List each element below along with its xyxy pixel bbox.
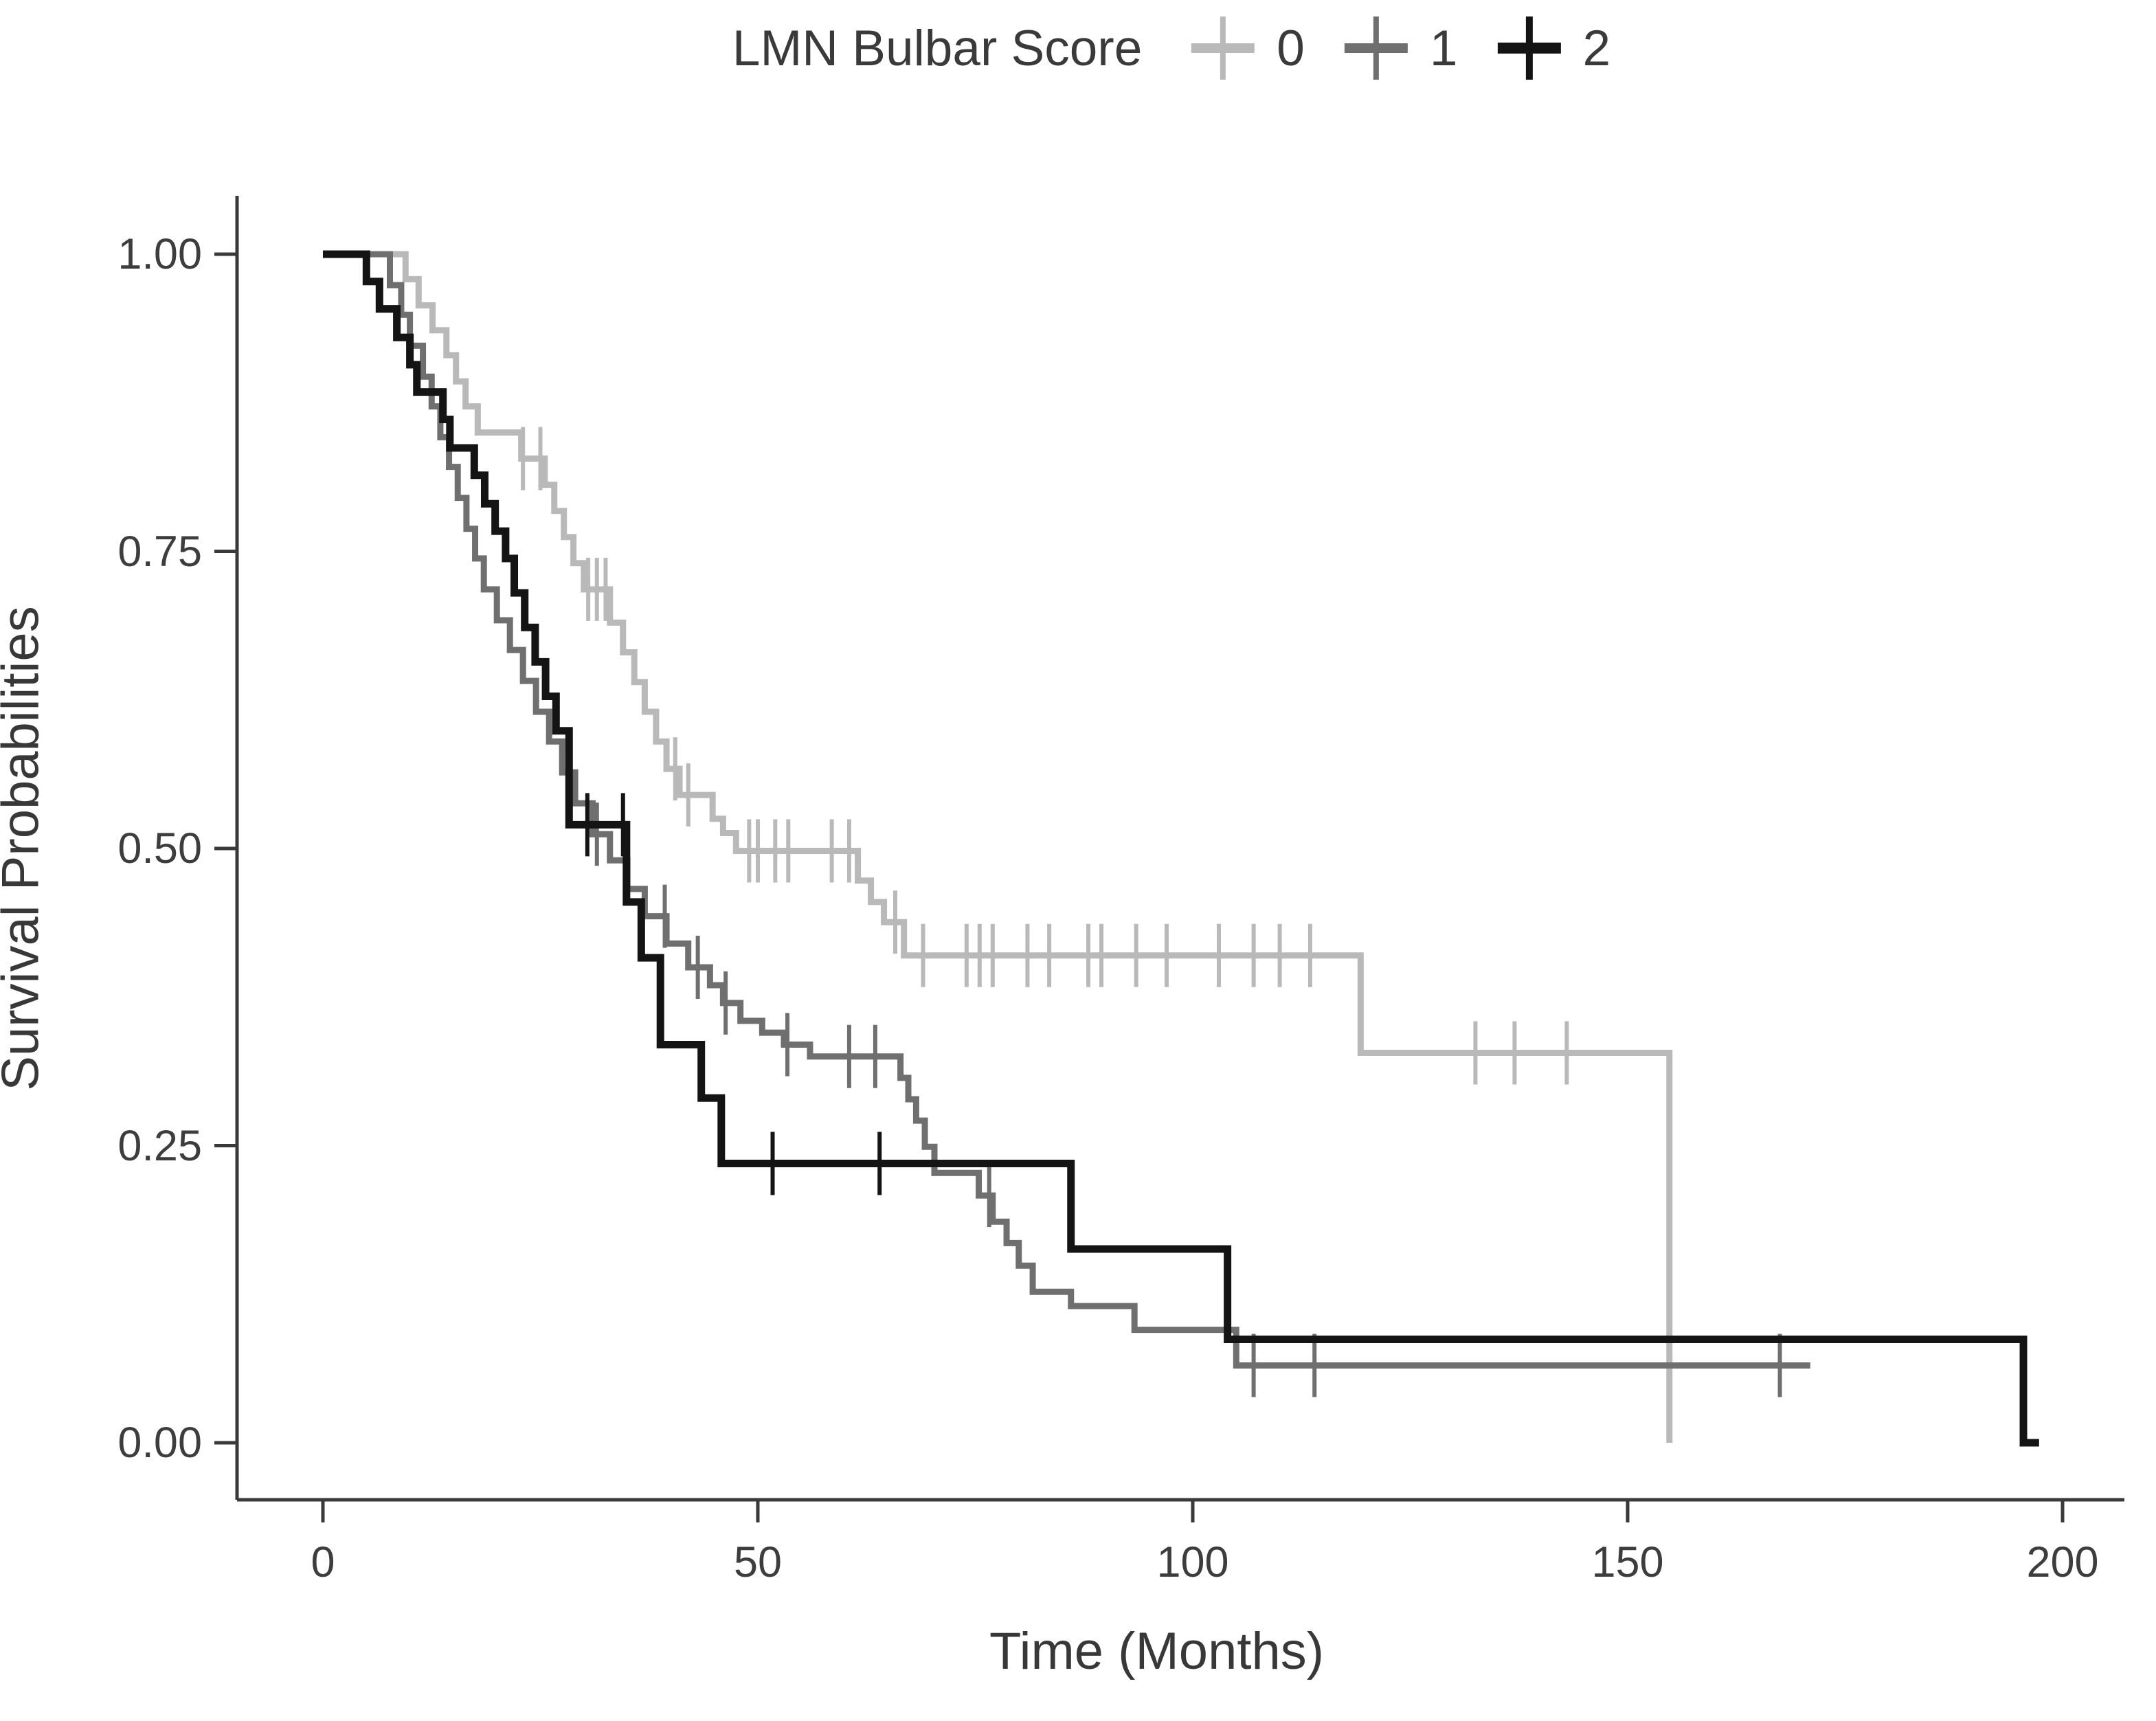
legend-item-score-2: 2 [1494,12,1611,84]
legend-item-label: 1 [1429,20,1458,76]
x-tick-label: 150 [1591,1538,1664,1586]
x-axis-title: Time (Months) [989,1622,1325,1680]
y-tick-label: 1.00 [117,230,202,278]
km-curve-score-2 [323,250,2039,1447]
legend-item-label: 0 [1277,20,1305,76]
legend-item-score-1: 1 [1340,12,1458,84]
plus-censor-icon [1191,16,1255,80]
legend: LMN Bulbar Score 0 1 2 [732,12,1610,84]
y-tick-label: 0.50 [117,824,202,873]
legend-title: LMN Bulbar Score [732,20,1143,76]
legend-item-score-0: 0 [1187,12,1305,84]
y-tick-label: 0.75 [117,527,202,576]
legend-item-label: 2 [1582,20,1611,76]
y-tick-label: 0.00 [117,1419,202,1467]
x-tick-label: 50 [733,1538,783,1586]
plus-censor-icon [1344,16,1408,80]
y-axis-title: Survival Probabilities [0,606,50,1091]
x-tick-label: 100 [1156,1538,1229,1586]
legend-items: 0 1 2 [1187,12,1610,84]
km-curve-score-0 [323,251,1673,1443]
plus-censor-icon [1497,16,1561,80]
y-tick-label: 0.25 [117,1121,202,1170]
x-tick-label: 200 [2026,1538,2099,1586]
x-tick-label: 0 [311,1538,335,1586]
km-curve-score-1 [323,251,1810,1369]
